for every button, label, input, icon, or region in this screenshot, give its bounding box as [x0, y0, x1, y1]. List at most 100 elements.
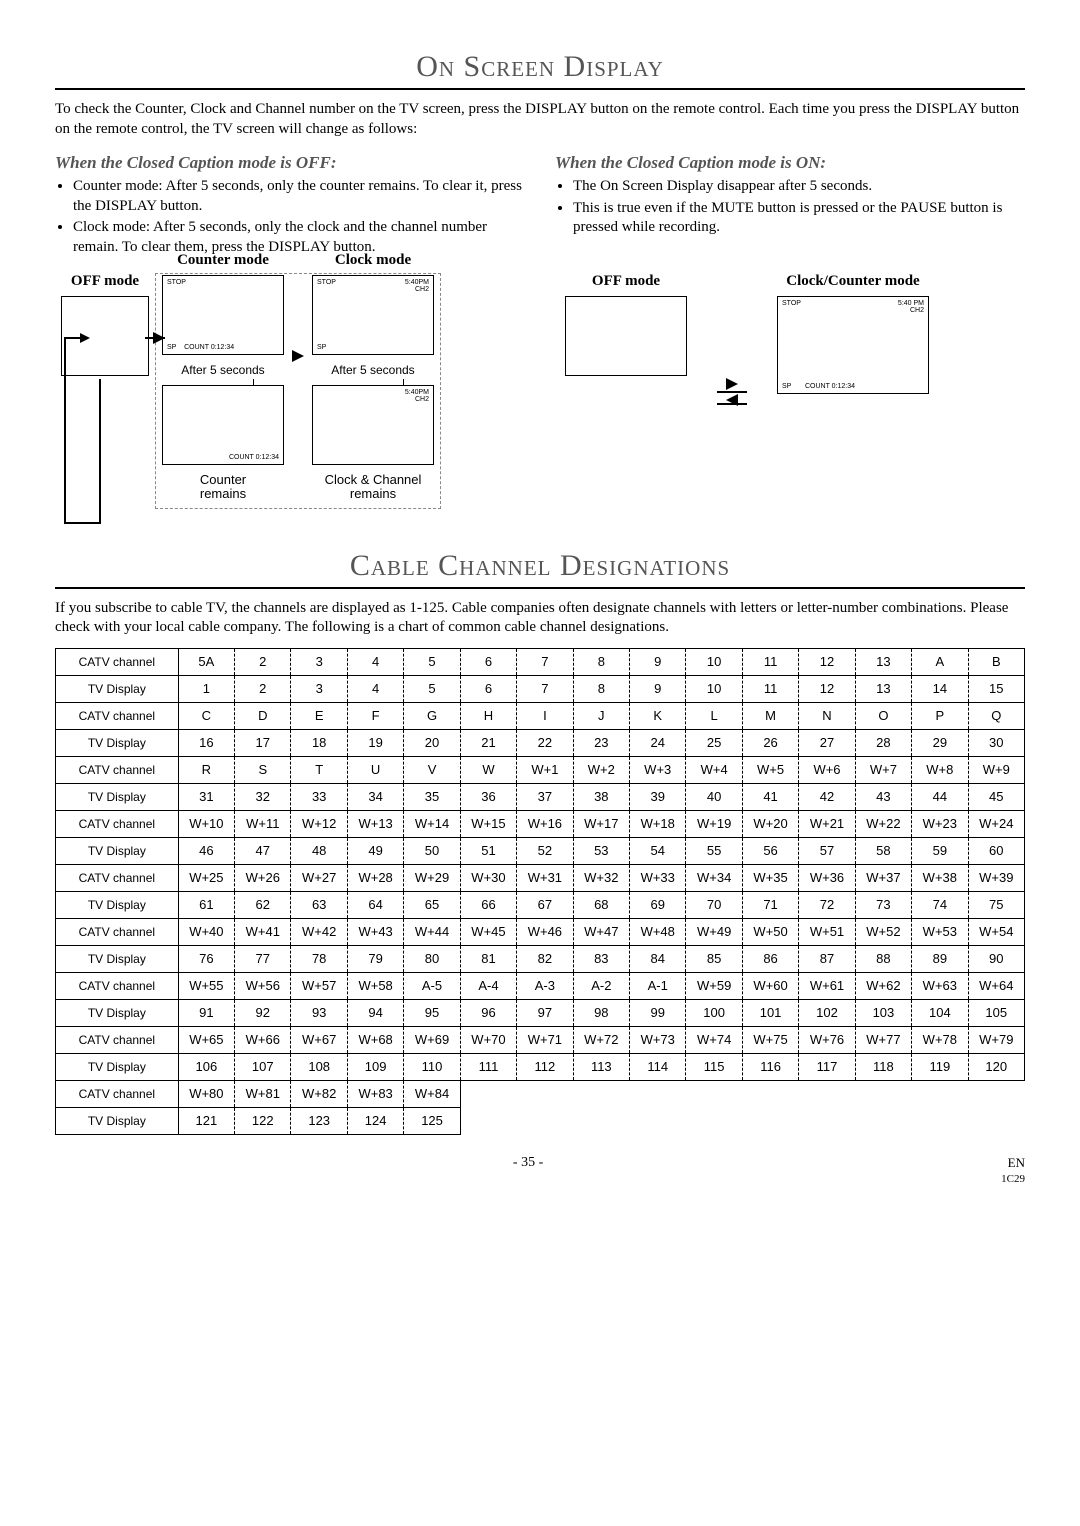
cc-on-column: When the Closed Caption mode is ON: The …	[555, 149, 1025, 267]
table-cell: 56	[742, 837, 798, 864]
table-cell: 26	[742, 729, 798, 756]
section2-title: Cable Channel Designations	[55, 549, 1025, 583]
table-cell: 61	[178, 891, 234, 918]
catv-row-label: CATV channel	[56, 918, 179, 945]
table-cell: 25	[686, 729, 742, 756]
table-cell: 49	[347, 837, 403, 864]
stop-text: STOP	[782, 300, 801, 307]
table-cell: 102	[799, 999, 855, 1026]
stop-text: STOP	[167, 279, 186, 286]
table-cell: 3	[291, 675, 347, 702]
page-number: - 35 -	[513, 1155, 543, 1187]
table-cell: W+6	[799, 756, 855, 783]
table-cell: 78	[291, 945, 347, 972]
table-cell: 32	[235, 783, 291, 810]
table-cell: 117	[799, 1053, 855, 1080]
time-text: 5:40PMCH2	[405, 279, 429, 293]
table-cell: I	[517, 702, 573, 729]
stop-text: STOP	[317, 279, 336, 286]
table-cell: 65	[404, 891, 460, 918]
sp-text: SP COUNT 0:12:34	[782, 383, 855, 390]
table-cell: 41	[742, 783, 798, 810]
table-cell: W+23	[912, 810, 968, 837]
table-cell: 33	[291, 783, 347, 810]
table-cell: 29	[912, 729, 968, 756]
table-cell: W+72	[573, 1026, 629, 1053]
on-clockcounter-tv: STOP 5:40 PMCH2 SP COUNT 0:12:34	[777, 296, 929, 394]
table-cell: 85	[686, 945, 742, 972]
table-cell: 14	[912, 675, 968, 702]
table-cell: 89	[912, 945, 968, 972]
table-cell: 119	[912, 1053, 968, 1080]
table-cell: W+49	[686, 918, 742, 945]
table-cell: 4	[347, 675, 403, 702]
table-cell: 21	[460, 729, 516, 756]
table-cell: 7	[517, 675, 573, 702]
table-cell: 2	[235, 648, 291, 675]
table-cell: W+4	[686, 756, 742, 783]
table-cell: O	[855, 702, 911, 729]
table-cell: A-2	[573, 972, 629, 999]
table-cell: 68	[573, 891, 629, 918]
table-cell: N	[799, 702, 855, 729]
table-cell: 107	[235, 1053, 291, 1080]
caption-mode-columns: When the Closed Caption mode is OFF: Cou…	[55, 149, 1025, 267]
table-cell: W+69	[404, 1026, 460, 1053]
cc-on-heading: When the Closed Caption mode is ON:	[555, 153, 1025, 173]
table-cell: W+58	[347, 972, 403, 999]
doc-code: 1C29	[1001, 1173, 1025, 1185]
table-cell: G	[404, 702, 460, 729]
table-cell: W+5	[742, 756, 798, 783]
tvdisplay-row-label: TV Display	[56, 999, 179, 1026]
table-cell: 10	[686, 675, 742, 702]
table-cell: 115	[686, 1053, 742, 1080]
table-cell: M	[742, 702, 798, 729]
table-cell: 5A	[178, 648, 234, 675]
table-cell: W+52	[855, 918, 911, 945]
table-cell: 45	[968, 783, 1024, 810]
table-cell: 74	[912, 891, 968, 918]
catv-row-label: CATV channel	[56, 702, 179, 729]
table-cell: 13	[855, 648, 911, 675]
table-cell: T	[291, 756, 347, 783]
table-cell: 121	[178, 1107, 234, 1134]
table-cell: 73	[855, 891, 911, 918]
table-cell: W+65	[178, 1026, 234, 1053]
table-cell: 17	[235, 729, 291, 756]
table-cell: 8	[573, 675, 629, 702]
table-cell: W+66	[235, 1026, 291, 1053]
table-cell: 83	[573, 945, 629, 972]
table-cell: 46	[178, 837, 234, 864]
table-cell: W+14	[404, 810, 460, 837]
table-cell: 5	[404, 648, 460, 675]
table-cell: H	[460, 702, 516, 729]
table-cell: W+77	[855, 1026, 911, 1053]
table-cell: W+60	[742, 972, 798, 999]
table-cell: E	[291, 702, 347, 729]
table-cell: W+48	[630, 918, 686, 945]
table-cell: 13	[855, 675, 911, 702]
table-cell: W+15	[460, 810, 516, 837]
table-cell: A	[912, 648, 968, 675]
table-cell: 37	[517, 783, 573, 810]
table-cell: 4	[347, 648, 403, 675]
table-cell: P	[912, 702, 968, 729]
table-cell: 16	[178, 729, 234, 756]
table-cell: 47	[235, 837, 291, 864]
table-cell: W+35	[742, 864, 798, 891]
table-cell: W+53	[912, 918, 968, 945]
table-cell: W+20	[742, 810, 798, 837]
table-cell: W+32	[573, 864, 629, 891]
cc-on-bullets: The On Screen Display disappear after 5 …	[555, 177, 1025, 238]
on-off-tv	[565, 296, 687, 376]
table-cell: 58	[855, 837, 911, 864]
table-cell: 24	[630, 729, 686, 756]
catv-row-label: CATV channel	[56, 1080, 179, 1107]
catv-row-label: CATV channel	[56, 1026, 179, 1053]
table-cell: 38	[573, 783, 629, 810]
table-cell: K	[630, 702, 686, 729]
table-cell: 34	[347, 783, 403, 810]
table-cell: W+54	[968, 918, 1024, 945]
table-cell: W+51	[799, 918, 855, 945]
table-cell: 77	[235, 945, 291, 972]
